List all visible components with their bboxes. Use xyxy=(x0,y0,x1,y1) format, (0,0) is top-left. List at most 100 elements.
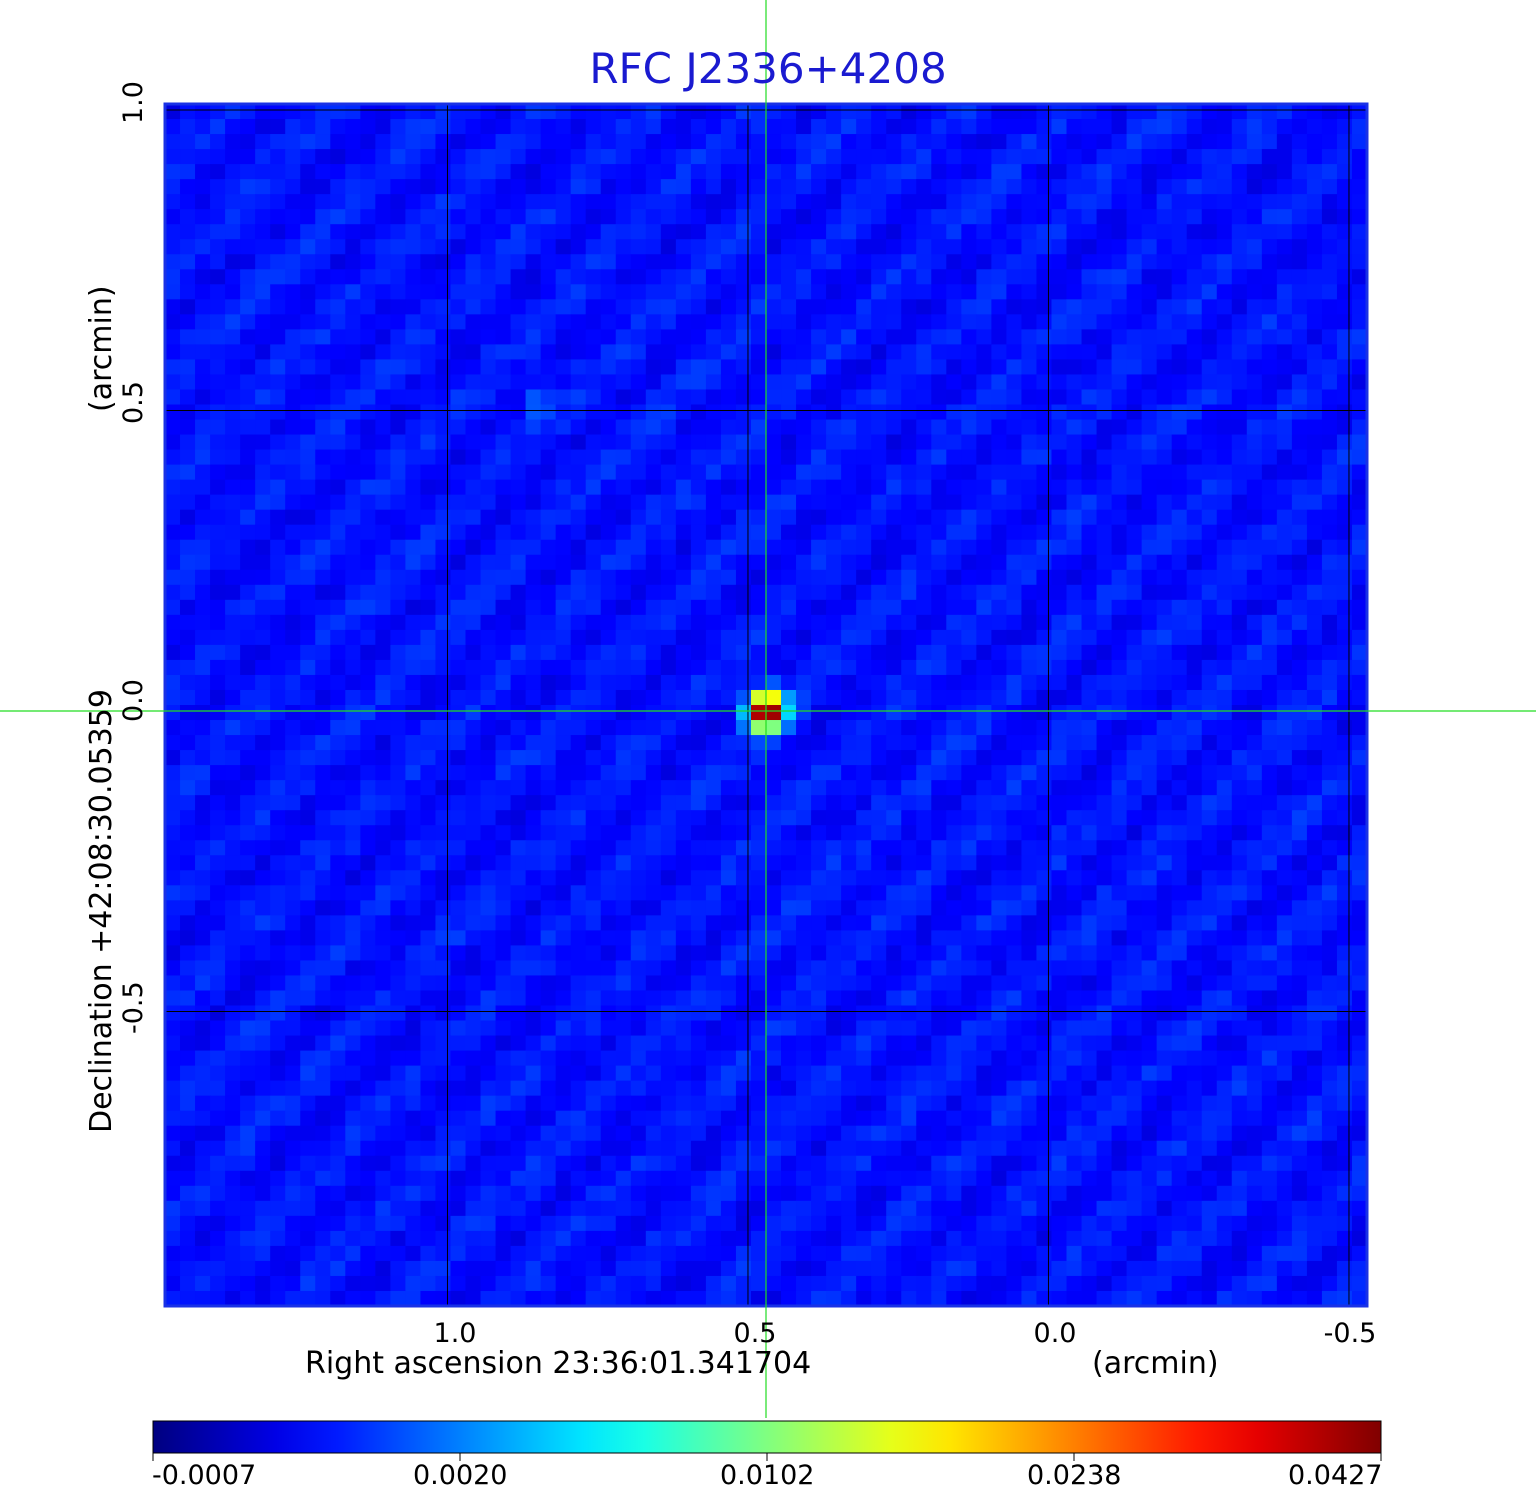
heatmap-cell xyxy=(1066,269,1083,285)
heatmap-cell xyxy=(345,885,361,901)
heatmap-cell xyxy=(315,825,331,841)
heatmap-cell xyxy=(931,509,947,526)
heatmap-cell xyxy=(540,870,557,886)
heatmap-cell xyxy=(600,149,617,165)
heatmap-cell xyxy=(1216,689,1233,706)
heatmap-cell xyxy=(720,945,737,962)
heatmap-cell xyxy=(1111,780,1128,796)
heatmap-cell xyxy=(1306,284,1323,300)
heatmap-cell xyxy=(991,855,1008,871)
heatmap-cell xyxy=(735,134,752,150)
heatmap-cell xyxy=(450,389,467,406)
heatmap-cell xyxy=(495,825,512,841)
heatmap-cell xyxy=(871,915,887,931)
heatmap-cell xyxy=(300,644,316,661)
heatmap-cell xyxy=(315,599,331,616)
heatmap-cell xyxy=(555,224,572,240)
heatmap-cell xyxy=(645,404,662,421)
heatmap-cell xyxy=(1276,434,1293,451)
heatmap-cell xyxy=(645,464,662,481)
heatmap-cell xyxy=(300,960,316,977)
heatmap-cell xyxy=(660,674,677,691)
heatmap-cell xyxy=(1021,735,1038,751)
heatmap-cell xyxy=(450,194,467,210)
heatmap-cell xyxy=(1216,524,1233,541)
heatmap-cell xyxy=(315,269,331,285)
heatmap-cell xyxy=(495,915,512,931)
heatmap-cell xyxy=(1156,374,1173,391)
heatmap-cell xyxy=(375,104,391,120)
heatmap-cell xyxy=(1111,404,1128,421)
heatmap-cell xyxy=(886,164,902,180)
heatmap-cell xyxy=(1066,780,1083,796)
heatmap-cell xyxy=(811,539,827,556)
heatmap-cell xyxy=(285,915,301,931)
heatmap-cell xyxy=(285,464,301,481)
heatmap-cell xyxy=(1021,224,1038,240)
heatmap-cell xyxy=(1276,194,1293,210)
heatmap-cell xyxy=(240,930,256,947)
heatmap-cell xyxy=(871,990,887,1007)
heatmap-cell xyxy=(1066,359,1083,376)
heatmap-cell xyxy=(330,810,346,826)
heatmap-cell xyxy=(1111,629,1128,646)
heatmap-cell xyxy=(1186,479,1203,496)
heatmap-cell xyxy=(1306,870,1323,886)
heatmap-cell xyxy=(1306,584,1323,601)
heatmap-cell xyxy=(660,554,677,571)
heatmap-cell xyxy=(1276,314,1293,330)
heatmap-cell xyxy=(255,119,271,135)
heatmap-cell xyxy=(555,614,572,631)
heatmap-cell xyxy=(405,104,422,120)
heatmap-cell xyxy=(976,134,992,150)
heatmap-cell xyxy=(375,825,391,841)
heatmap-cell xyxy=(1246,1020,1263,1037)
heatmap-cell xyxy=(210,750,226,766)
heatmap-cell xyxy=(826,659,842,676)
heatmap-cell xyxy=(811,720,827,736)
heatmap-cell xyxy=(345,750,361,766)
heatmap-cell xyxy=(1111,855,1128,871)
heatmap-cell xyxy=(1126,434,1143,451)
heatmap-cell xyxy=(225,930,241,947)
heatmap-cell xyxy=(750,179,767,195)
heatmap-cell xyxy=(720,960,737,977)
heatmap-cell xyxy=(796,945,812,962)
heatmap-cell xyxy=(901,674,917,691)
heatmap-cell xyxy=(1126,945,1143,962)
heatmap-cell xyxy=(540,689,557,706)
heatmap-cell xyxy=(315,374,331,391)
heatmap-cell xyxy=(1066,569,1083,586)
heatmap-cell xyxy=(1231,810,1248,826)
heatmap-cell xyxy=(165,689,181,706)
heatmap-cell xyxy=(480,284,497,300)
heatmap-cell xyxy=(766,584,782,601)
heatmap-cell xyxy=(1276,644,1293,661)
heatmap-cell xyxy=(871,810,887,826)
heatmap-cell xyxy=(841,885,857,901)
heatmap-cell xyxy=(570,494,587,511)
heatmap-cell xyxy=(1081,674,1098,691)
heatmap-cell xyxy=(720,479,737,496)
heatmap-cell xyxy=(856,164,872,180)
heatmap-cell xyxy=(615,915,632,931)
heatmap-cell xyxy=(991,389,1008,406)
heatmap-cell xyxy=(841,825,857,841)
heatmap-cell xyxy=(735,149,752,165)
heatmap-cell xyxy=(1096,975,1113,992)
heatmap-cell xyxy=(165,254,181,270)
heatmap-cell xyxy=(946,494,962,511)
heatmap-cell xyxy=(1096,254,1113,270)
heatmap-cell xyxy=(1171,344,1188,361)
heatmap-cell xyxy=(315,870,331,886)
heatmap-cell xyxy=(781,314,797,330)
heatmap-cell xyxy=(1126,539,1143,556)
heatmap-cell xyxy=(735,945,752,962)
heatmap-cell xyxy=(1126,855,1143,871)
heatmap-cell xyxy=(1126,389,1143,406)
heatmap-cell xyxy=(1186,599,1203,616)
heatmap-cell xyxy=(225,329,241,346)
heatmap-cell xyxy=(255,614,271,631)
heatmap-cell xyxy=(495,314,512,330)
heatmap-cell xyxy=(735,404,752,421)
